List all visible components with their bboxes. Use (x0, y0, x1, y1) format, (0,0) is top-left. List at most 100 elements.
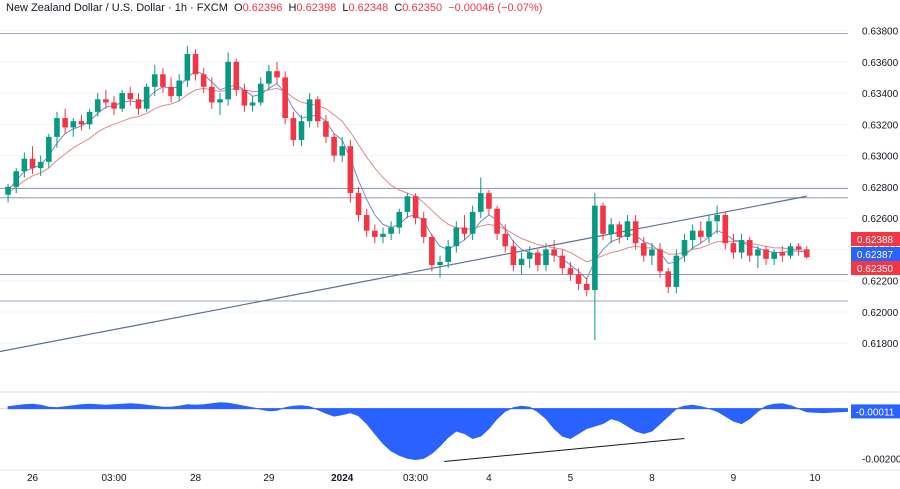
candle (706, 215, 712, 244)
candle-body (78, 121, 85, 125)
candle-body (160, 74, 166, 87)
price-tick-label: 0.63200 (862, 120, 899, 131)
candle (803, 246, 810, 259)
candle (657, 243, 663, 278)
candle (331, 133, 337, 162)
price-label: 0.62388 (857, 235, 894, 246)
close-label: C (394, 2, 403, 14)
candle-body (176, 80, 183, 97)
oscillator-tick-label: -0.00200 (862, 454, 900, 465)
candle-body (787, 246, 794, 256)
open-value: 0.62396 (242, 2, 283, 14)
candle-body (706, 221, 712, 237)
candle-body (184, 53, 191, 81)
price-label-box (851, 247, 900, 261)
oscillator-value-box (851, 404, 900, 419)
candle-body (502, 233, 509, 247)
candle (583, 277, 590, 297)
candle-body (37, 161, 44, 169)
candle (192, 49, 199, 81)
candle-body (803, 249, 810, 258)
candle-body (746, 240, 753, 256)
candle (233, 58, 240, 97)
time-tick-label: 03:00 (102, 473, 127, 484)
candle (388, 221, 394, 241)
candle-body (168, 86, 174, 97)
candle (412, 193, 419, 225)
candle (37, 155, 44, 176)
candle (217, 93, 223, 115)
candle (673, 249, 680, 294)
time-tick-label: 28 (190, 473, 202, 484)
candle-body (689, 230, 696, 241)
candle (249, 96, 256, 112)
candle-body (559, 255, 566, 269)
candle-body (217, 99, 223, 103)
candle-body (730, 243, 737, 253)
candle (518, 252, 525, 275)
candle (526, 246, 533, 269)
candle-body (331, 136, 337, 156)
price-tick-label: 0.63600 (862, 58, 899, 69)
candle-body (616, 224, 623, 237)
candle (78, 114, 85, 131)
candle (380, 227, 386, 244)
candle (282, 71, 288, 125)
candle (29, 146, 36, 175)
candle-body (624, 221, 631, 237)
candle (624, 215, 631, 241)
time-tick-label: 26 (27, 473, 39, 484)
price-tick-label: 0.62800 (862, 183, 899, 194)
candle-body (225, 61, 231, 100)
candle-body (575, 274, 582, 284)
candle (486, 190, 492, 216)
candle (616, 221, 623, 244)
candle (453, 221, 460, 253)
candle-body (420, 218, 427, 237)
candle (225, 52, 231, 106)
candle-body (86, 111, 93, 125)
candle (363, 208, 370, 237)
candle-body (339, 146, 346, 156)
candle (746, 236, 753, 262)
candle (763, 246, 769, 266)
price-tick-label: 0.63400 (862, 89, 899, 100)
time-tick-label: 29 (263, 473, 275, 484)
trend-line (0, 195, 807, 353)
chart-legend: New Zealand Dollar / U.S. Dollar · 1h · … (6, 2, 542, 14)
candle (429, 233, 435, 272)
candle-body (111, 102, 117, 109)
candle-body (29, 158, 36, 169)
candle (559, 249, 566, 275)
candle (698, 221, 704, 244)
candle-body (763, 249, 769, 259)
candle-body (592, 205, 598, 291)
candle-body (200, 74, 207, 87)
candle-body (135, 99, 142, 109)
candle (290, 111, 297, 147)
candle-body (192, 53, 199, 75)
candle (355, 186, 362, 222)
time-tick-label: 5 (568, 473, 574, 484)
candle (665, 268, 672, 294)
candle-body (404, 196, 411, 212)
candle-body (323, 121, 329, 137)
candle (714, 205, 720, 234)
candle (372, 224, 378, 244)
candle-body (567, 268, 574, 275)
candle (323, 114, 329, 144)
candle-body (298, 121, 305, 140)
candle (600, 202, 606, 241)
oscillator-area (7, 402, 849, 461)
open-label: O (234, 2, 243, 14)
price-tick-label: 0.62000 (862, 308, 899, 319)
candle (21, 152, 28, 178)
candle (689, 224, 696, 250)
price-tick-label: 0.61800 (862, 339, 899, 350)
candle-body (119, 93, 125, 109)
candle (135, 93, 142, 115)
candle (119, 89, 125, 112)
candle (404, 193, 411, 219)
